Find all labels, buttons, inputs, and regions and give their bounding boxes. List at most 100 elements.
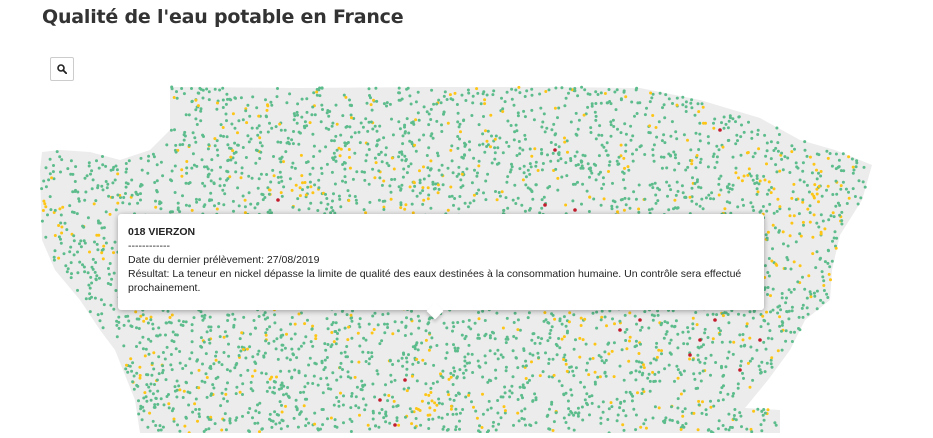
commune-dot[interactable] (714, 361, 718, 364)
commune-dot[interactable] (742, 376, 745, 380)
commune-dot[interactable] (84, 297, 88, 301)
commune-dot[interactable] (631, 134, 635, 138)
commune-dot[interactable] (124, 192, 127, 195)
commune-dot[interactable] (225, 334, 229, 338)
commune-dot[interactable] (374, 86, 378, 90)
commune-dot[interactable] (152, 155, 156, 159)
commune-dot[interactable] (718, 332, 722, 336)
commune-dot[interactable] (721, 398, 725, 402)
commune-dot[interactable] (649, 361, 653, 365)
commune-dot[interactable] (625, 328, 629, 331)
commune-dot[interactable] (342, 161, 346, 164)
commune-dot[interactable] (721, 424, 725, 427)
commune-dot[interactable] (584, 342, 588, 346)
commune-dot[interactable] (648, 183, 652, 187)
commune-dot[interactable] (151, 419, 155, 423)
commune-dot[interactable] (60, 231, 64, 235)
commune-dot[interactable] (774, 163, 778, 167)
commune-dot[interactable] (588, 413, 591, 417)
commune-dot[interactable] (451, 383, 455, 386)
commune-dot[interactable] (49, 208, 53, 212)
commune-dot[interactable] (640, 392, 644, 395)
commune-dot[interactable] (435, 119, 439, 123)
commune-dot[interactable] (257, 349, 261, 353)
commune-dot[interactable] (817, 184, 821, 188)
commune-dot[interactable] (717, 177, 721, 181)
commune-dot[interactable] (203, 380, 207, 384)
commune-dot[interactable] (594, 102, 598, 105)
commune-dot[interactable] (405, 373, 408, 377)
commune-dot[interactable] (408, 94, 412, 98)
commune-dot[interactable] (174, 150, 178, 154)
commune-dot[interactable] (599, 203, 603, 207)
commune-dot[interactable] (643, 113, 647, 117)
commune-dot[interactable] (637, 183, 641, 187)
commune-dot[interactable] (757, 364, 761, 368)
commune-dot[interactable] (330, 139, 334, 143)
commune-dot[interactable] (125, 363, 128, 367)
commune-dot[interactable] (726, 356, 730, 360)
commune-dot[interactable] (235, 362, 239, 365)
commune-dot[interactable] (496, 411, 500, 415)
commune-dot[interactable] (256, 352, 260, 356)
commune-dot[interactable] (453, 91, 457, 95)
commune-dot[interactable] (597, 405, 601, 409)
commune-dot[interactable] (249, 202, 253, 206)
commune-dot[interactable] (254, 161, 258, 165)
commune-dot[interactable] (145, 317, 148, 321)
commune-dot[interactable] (622, 156, 626, 160)
commune-dot[interactable] (448, 195, 452, 199)
commune-dot[interactable] (750, 357, 754, 361)
commune-dot[interactable] (439, 101, 443, 105)
commune-dot[interactable] (536, 351, 540, 355)
commune-dot[interactable] (339, 133, 343, 137)
commune-dot[interactable] (499, 353, 503, 357)
commune-dot[interactable] (122, 323, 126, 327)
commune-dot[interactable] (462, 371, 465, 375)
commune-dot[interactable] (768, 329, 772, 333)
commune-dot[interactable] (489, 113, 493, 117)
commune-dot[interactable] (254, 362, 258, 365)
commune-dot[interactable] (311, 191, 315, 195)
commune-dot[interactable] (633, 314, 637, 318)
commune-dot[interactable] (57, 235, 61, 239)
commune-dot[interactable] (212, 362, 216, 366)
commune-dot[interactable] (618, 364, 622, 368)
commune-dot[interactable] (752, 409, 756, 413)
commune-dot[interactable] (341, 163, 345, 166)
commune-dot[interactable] (558, 319, 562, 323)
commune-dot[interactable] (807, 274, 811, 278)
commune-dot[interactable] (131, 380, 135, 384)
commune-dot[interactable] (694, 311, 698, 314)
commune-dot[interactable] (501, 151, 505, 155)
commune-dot[interactable] (712, 126, 716, 130)
commune-dot[interactable] (847, 196, 851, 200)
commune-dot[interactable] (715, 155, 719, 159)
commune-dot[interactable] (755, 348, 759, 352)
commune-dot[interactable] (383, 393, 387, 397)
commune-dot[interactable] (258, 141, 262, 145)
commune-dot[interactable] (368, 427, 372, 431)
commune-dot[interactable] (382, 179, 386, 183)
commune-dot[interactable] (583, 317, 587, 321)
commune-dot[interactable] (757, 182, 761, 186)
commune-dot[interactable] (354, 404, 358, 408)
commune-dot[interactable] (811, 252, 815, 256)
commune-dot[interactable] (159, 428, 163, 432)
commune-dot[interactable] (312, 155, 316, 158)
commune-dot[interactable] (202, 340, 206, 344)
commune-dot[interactable] (371, 167, 375, 171)
commune-dot[interactable] (594, 90, 598, 94)
commune-dot[interactable] (138, 365, 142, 369)
commune-dot[interactable] (385, 101, 389, 105)
commune-dot[interactable] (821, 219, 825, 223)
commune-dot[interactable] (241, 146, 245, 149)
commune-dot[interactable] (266, 130, 270, 134)
commune-dot[interactable] (72, 239, 76, 243)
commune-dot[interactable] (220, 428, 224, 432)
commune-dot[interactable] (606, 153, 610, 157)
commune-dot[interactable] (515, 154, 519, 157)
commune-dot[interactable] (533, 392, 537, 396)
commune-dot[interactable] (343, 326, 347, 330)
commune-dot[interactable] (201, 96, 205, 100)
